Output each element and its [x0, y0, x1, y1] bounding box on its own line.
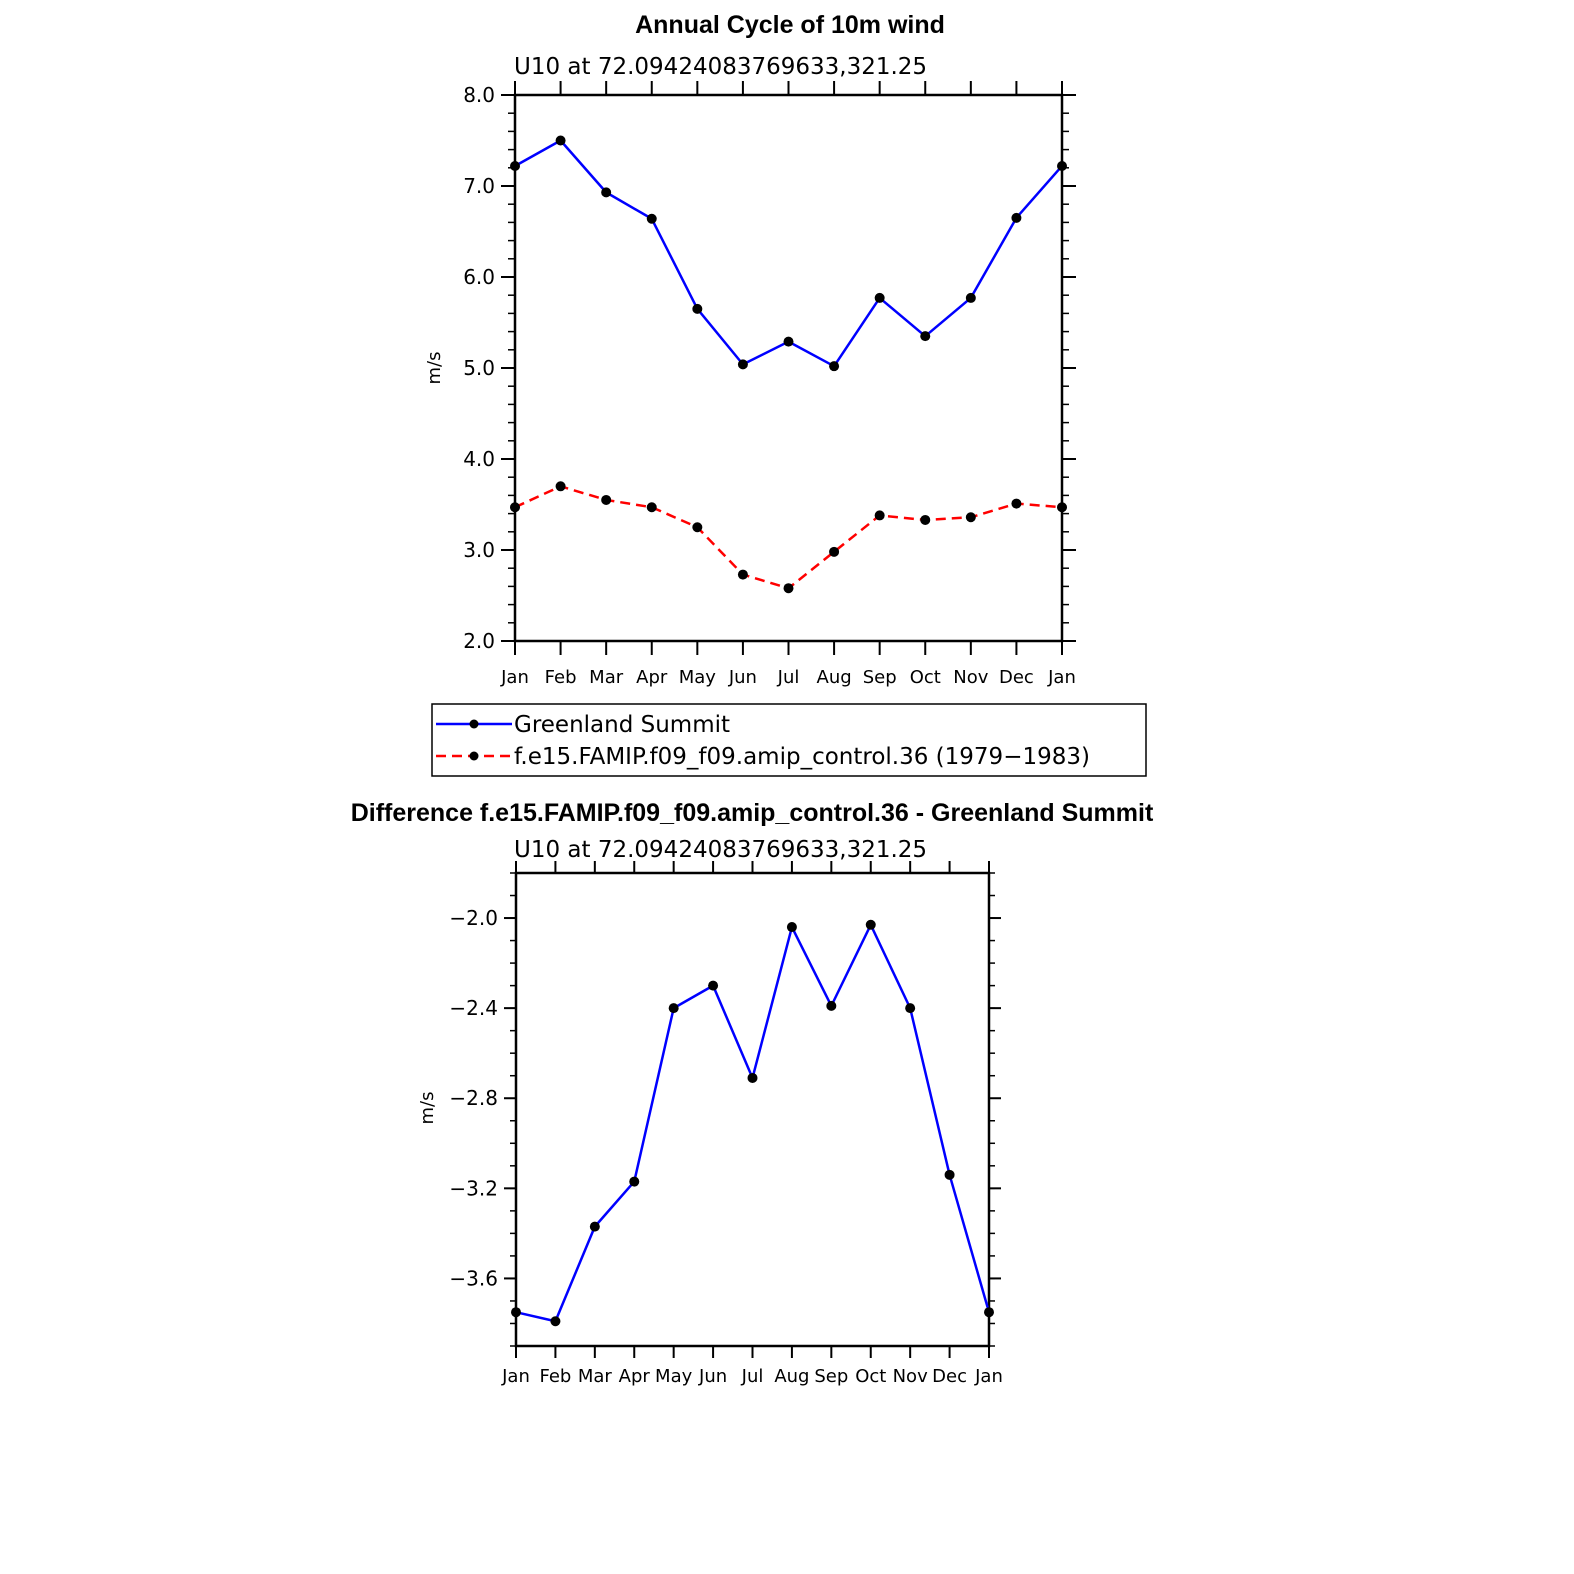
data-point [965, 292, 976, 303]
data-point [737, 569, 748, 580]
chart-1-legend: Greenland Summit f.e15.FAMIP.f09_f09.ami… [431, 703, 1147, 777]
x-tick-label: Jul [777, 667, 800, 688]
y-tick-label: −2.0 [449, 906, 498, 930]
data-point [829, 546, 840, 557]
data-point [692, 303, 703, 314]
x-tick-label: May [679, 667, 717, 688]
chart-2-plot: Jan Feb Mar Apr May Jun Jul Aug Sep Oct Nov Dec Jan −… [449, 861, 1003, 1387]
data-point [646, 502, 657, 513]
data-point [874, 510, 885, 521]
x-tick-label: Dec [999, 667, 1034, 688]
x-tick-label: Aug [774, 1366, 809, 1387]
data-point [510, 160, 520, 171]
chart-1-ylabel: m/s [424, 352, 445, 385]
data-point [874, 292, 885, 303]
data-point [783, 336, 794, 347]
data-point [747, 1072, 758, 1083]
y-tick-label: 2.0 [463, 629, 495, 653]
x-tick-label: Jan [501, 1366, 530, 1387]
series-line-1 [514, 485, 1063, 590]
x-tick-label: Apr [619, 1366, 651, 1387]
x-tick-label: Jun [728, 667, 757, 688]
data-point [629, 1176, 640, 1187]
y-tick-label: 4.0 [463, 447, 495, 471]
data-point [829, 361, 840, 372]
x-tick-label: Nov [893, 1366, 928, 1387]
data-point [550, 1316, 561, 1327]
data-point [920, 331, 931, 342]
data-point [1057, 502, 1067, 513]
data-point [783, 583, 794, 594]
y-tick-label: 3.0 [463, 538, 495, 562]
y-tick-label: −3.2 [449, 1176, 498, 1200]
data-point [920, 514, 931, 525]
y-tick-label: 6.0 [463, 265, 495, 289]
x-tick-label: Jul [741, 1366, 764, 1387]
data-point [601, 187, 612, 198]
legend-box [431, 703, 1147, 777]
series-line-0 [515, 923, 991, 1323]
data-point [865, 919, 876, 930]
y-tick-label: 7.0 [463, 174, 495, 198]
data-point [786, 922, 797, 933]
series-line-0 [514, 139, 1063, 368]
y-tick-label: −2.8 [449, 1086, 498, 1110]
chart-1-subtitle: U10 at 72.09424083769633,321.25 [514, 54, 927, 80]
x-tick-label: Nov [953, 667, 988, 688]
y-tick-label: 5.0 [463, 356, 495, 380]
chart-2-ylabel: m/s [417, 1092, 438, 1125]
data-point [646, 213, 657, 224]
data-point [984, 1307, 994, 1318]
data-point [1057, 160, 1067, 171]
data-point [601, 494, 612, 505]
data-point [708, 980, 719, 991]
chart-2-title: Difference f.e15.FAMIP.f09_f09.amip_cont… [351, 799, 1154, 827]
legend-marker-obs [469, 719, 479, 729]
data-point [826, 1000, 837, 1011]
x-tick-label: Feb [545, 667, 577, 688]
plot-frame [514, 871, 991, 1348]
data-point [555, 135, 566, 146]
data-point [668, 1003, 679, 1014]
data-point [589, 1221, 600, 1232]
x-tick-label: Aug [817, 667, 852, 688]
x-tick-label: Oct [910, 667, 941, 688]
x-tick-label: Oct [855, 1366, 886, 1387]
data-point [965, 512, 976, 523]
data-point [1011, 212, 1022, 223]
x-tick-label: May [655, 1366, 693, 1387]
chart-2-subtitle: U10 at 72.09424083769633,321.25 [514, 837, 927, 863]
data-point [1011, 498, 1022, 509]
data-point [692, 522, 703, 533]
x-tick-label: Mar [589, 667, 624, 688]
y-tick-label: −3.6 [449, 1266, 498, 1290]
data-point [510, 502, 520, 513]
chart-1-plot: Jan Feb Mar Apr May Jun Jul Aug Sep Oct Nov Dec Jan2… [463, 81, 1076, 688]
y-tick-label: −2.4 [449, 996, 498, 1020]
y-tick-label: 8.0 [463, 83, 495, 107]
legend-label-model: f.e15.FAMIP.f09_f09.amip_control.36 (197… [514, 744, 1090, 770]
data-point [905, 1003, 916, 1014]
legend-marker-model [469, 751, 479, 761]
data-point [511, 1307, 521, 1318]
x-tick-label: Sep [863, 667, 897, 688]
x-tick-label: Feb [539, 1366, 571, 1387]
data-point [555, 481, 566, 492]
x-tick-label: Dec [932, 1366, 967, 1387]
x-tick-label: Sep [814, 1366, 848, 1387]
x-tick-label: Jan [1047, 667, 1076, 688]
plot-frame [513, 93, 1064, 643]
x-tick-label: Jun [698, 1366, 727, 1387]
x-tick-label: Jan [500, 667, 529, 688]
x-tick-label: Apr [636, 667, 668, 688]
chart-1-title: Annual Cycle of 10m wind [635, 11, 945, 39]
data-point [737, 359, 748, 370]
data-point [944, 1169, 955, 1180]
x-tick-label: Jan [974, 1366, 1003, 1387]
x-tick-label: Mar [578, 1366, 613, 1387]
legend-label-obs: Greenland Summit [514, 712, 730, 738]
